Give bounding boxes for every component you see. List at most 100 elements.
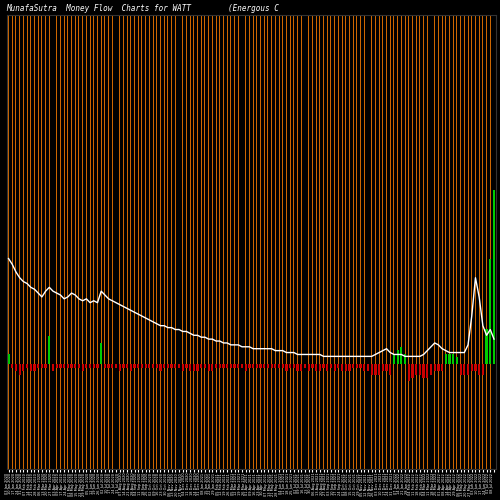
Bar (118, 364, 121, 371)
Bar (34, 16, 35, 468)
Bar (23, 16, 24, 468)
Bar (312, 364, 314, 368)
Bar (274, 364, 276, 368)
Bar (286, 16, 287, 468)
Bar (282, 16, 283, 468)
Bar (456, 16, 458, 468)
Bar (322, 364, 324, 368)
Bar (363, 364, 366, 371)
Bar (374, 364, 376, 374)
Bar (438, 16, 439, 468)
Bar (204, 16, 206, 468)
Bar (45, 16, 46, 468)
Bar (189, 364, 191, 371)
Bar (415, 364, 418, 374)
Bar (260, 16, 261, 468)
Bar (186, 16, 187, 468)
Bar (71, 16, 72, 468)
Bar (234, 364, 235, 368)
Bar (430, 16, 432, 468)
Bar (489, 260, 492, 364)
Bar (330, 364, 332, 368)
Bar (297, 16, 298, 468)
Bar (245, 16, 246, 468)
Bar (182, 16, 183, 468)
Bar (163, 364, 166, 368)
Bar (41, 364, 43, 368)
Bar (334, 16, 335, 468)
Bar (252, 364, 254, 368)
Bar (356, 364, 358, 368)
Bar (260, 364, 262, 368)
Bar (160, 364, 162, 371)
Bar (327, 16, 328, 468)
Bar (178, 364, 180, 368)
Bar (397, 16, 398, 468)
Bar (82, 16, 83, 468)
Bar (430, 364, 432, 374)
Bar (92, 364, 95, 368)
Bar (412, 16, 413, 468)
Bar (249, 16, 250, 468)
Bar (171, 16, 172, 468)
Bar (404, 16, 406, 468)
Bar (349, 16, 350, 468)
Bar (370, 364, 373, 374)
Bar (448, 354, 450, 364)
Bar (400, 346, 402, 364)
Bar (352, 16, 354, 468)
Bar (223, 16, 224, 468)
Bar (111, 364, 114, 368)
Bar (60, 16, 61, 468)
Bar (108, 364, 110, 368)
Bar (423, 16, 424, 468)
Bar (256, 16, 258, 468)
Bar (218, 364, 221, 368)
Bar (434, 364, 436, 371)
Bar (30, 16, 31, 468)
Bar (226, 364, 228, 368)
Bar (123, 16, 124, 468)
Bar (8, 354, 10, 364)
Bar (160, 16, 161, 468)
Bar (478, 16, 480, 468)
Bar (300, 364, 302, 371)
Bar (382, 16, 384, 468)
Bar (211, 364, 214, 371)
Bar (226, 16, 228, 468)
Bar (182, 364, 184, 371)
Bar (452, 354, 454, 364)
Bar (15, 364, 17, 371)
Bar (486, 16, 487, 468)
Bar (308, 364, 310, 371)
Bar (456, 357, 458, 364)
Bar (263, 364, 266, 368)
Bar (252, 16, 254, 468)
Bar (49, 16, 50, 468)
Bar (478, 364, 480, 374)
Bar (22, 364, 24, 371)
Bar (289, 364, 292, 368)
Bar (382, 364, 384, 371)
Bar (470, 364, 473, 371)
Bar (386, 16, 387, 468)
Bar (112, 16, 113, 468)
Bar (200, 364, 202, 368)
Bar (378, 364, 380, 374)
Bar (315, 364, 317, 371)
Bar (197, 16, 198, 468)
Bar (404, 354, 406, 364)
Bar (149, 16, 150, 468)
Bar (278, 16, 280, 468)
Bar (408, 364, 410, 382)
Bar (86, 364, 87, 368)
Bar (396, 350, 398, 364)
Bar (204, 364, 206, 368)
Bar (238, 16, 239, 468)
Bar (401, 16, 402, 468)
Bar (230, 364, 232, 368)
Bar (130, 16, 132, 468)
Bar (293, 364, 295, 368)
Bar (170, 364, 172, 368)
Bar (201, 16, 202, 468)
